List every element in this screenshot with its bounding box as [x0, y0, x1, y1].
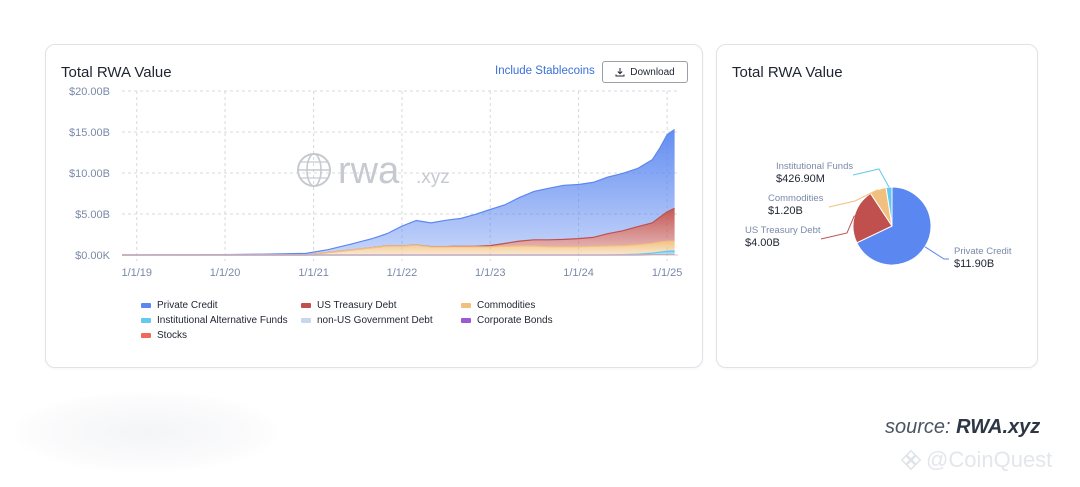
pie-slice-value: $1.20B — [768, 205, 803, 217]
line-private-credit — [121, 129, 675, 256]
y-tick-label: $0.00K — [75, 250, 111, 262]
coinquest-handle: @CoinQuest — [926, 447, 1053, 472]
pie-chart-title: Total RWA Value — [732, 64, 843, 81]
legend-item[interactable]: Private Credit — [141, 300, 218, 311]
area-commodities — [122, 241, 675, 255]
x-tick-label: 1/1/19 — [121, 267, 152, 279]
area-private-credit — [122, 129, 675, 255]
pie-slice-private-credit[interactable] — [856, 186, 932, 266]
legend-swatch — [301, 318, 311, 323]
source-prefix: source: — [885, 416, 951, 438]
legend-swatch — [141, 333, 151, 338]
coinquest-watermark: @CoinQuest — [900, 447, 1052, 473]
pie-slice-name: US Treasury Debt — [745, 225, 821, 236]
pie-slice-us-treasury-debt[interactable] — [852, 192, 893, 244]
binance-logo-icon — [900, 449, 922, 471]
legend-swatch — [301, 303, 311, 308]
rwa-watermark: rwa .xyz — [297, 150, 450, 192]
pie-slice-value: $11.90B — [954, 258, 994, 270]
pie-slice-institutional-funds[interactable] — [885, 186, 893, 227]
x-tick-label: 1/1/24 — [563, 267, 594, 279]
watermark-suffix: .xyz — [416, 167, 450, 188]
legend-label: Commodities — [477, 300, 536, 311]
legend-swatch — [141, 318, 151, 323]
legend-item[interactable]: Corporate Bonds — [461, 315, 553, 326]
legend-label: Corporate Bonds — [477, 315, 553, 326]
download-button[interactable]: Download — [602, 61, 688, 83]
download-label: Download — [630, 66, 675, 78]
include-stablecoins-link[interactable]: Include Stablecoins — [495, 65, 595, 77]
legend-item[interactable]: Commodities — [461, 300, 535, 311]
legend-swatch — [461, 318, 471, 323]
legend-label: Stocks — [157, 330, 188, 341]
x-tick-label: 1/1/22 — [387, 267, 418, 279]
background-smudge — [14, 392, 279, 472]
pie-leader-line — [852, 168, 890, 188]
watermark-text: rwa — [338, 150, 400, 192]
x-tick-label: 1/1/25 — [652, 267, 683, 279]
pie-slice-name: Private Credit — [954, 246, 1012, 257]
pie-leader-line — [820, 215, 855, 240]
y-tick-label: $5.00B — [75, 209, 110, 221]
area-chart-title: Total RWA Value — [61, 64, 172, 81]
y-tick-label: $10.00B — [69, 168, 110, 180]
pie-slice-name: Institutional Funds — [776, 161, 853, 172]
legend-item[interactable]: Institutional Alternative Funds — [141, 315, 288, 326]
legend-label: US Treasury Debt — [317, 300, 397, 311]
pie-leader-line — [924, 246, 949, 260]
legend-swatch — [461, 303, 471, 308]
source-caption: source: RWA.xyz — [885, 416, 1040, 439]
legend-item[interactable]: US Treasury Debt — [301, 300, 396, 311]
legend-item[interactable]: Stocks — [141, 330, 187, 341]
y-tick-label: $20.00B — [69, 86, 110, 98]
area-us-treasury-debt — [122, 208, 675, 255]
pie-slice-value: $426.90M — [776, 173, 825, 185]
legend-label: Institutional Alternative Funds — [157, 315, 288, 326]
y-tick-label: $15.00B — [69, 127, 110, 139]
pie-slice-name: Commodities — [768, 193, 824, 204]
legend-label: non-US Government Debt — [317, 315, 433, 326]
pie-leader-line — [828, 189, 879, 208]
area-chart-plot: rwa .xyz $20.00B $15.00B $10.00B $5.00B $0.0… — [69, 86, 683, 279]
source-brand: RWA.xyz — [956, 416, 1041, 438]
pie-chart-card: Total RWA Value Private Credit $11.90B US … — [716, 44, 1038, 368]
pie-slice-value: $4.00B — [745, 237, 780, 249]
legend-item[interactable]: non-US Government Debt — [301, 315, 433, 326]
x-tick-label: 1/1/20 — [210, 267, 241, 279]
pie-chart-plot: Private Credit$11.90B US Treasury Debt$4.… — [745, 161, 1012, 270]
legend-label: Private Credit — [157, 300, 218, 311]
x-tick-label: 1/1/21 — [298, 267, 329, 279]
x-tick-label: 1/1/23 — [475, 267, 506, 279]
line-commodities — [122, 240, 675, 256]
legend-swatch — [141, 303, 151, 308]
area-chart-card: Total RWA Value Include Stablecoins Down… — [45, 44, 703, 368]
download-icon — [615, 68, 625, 77]
